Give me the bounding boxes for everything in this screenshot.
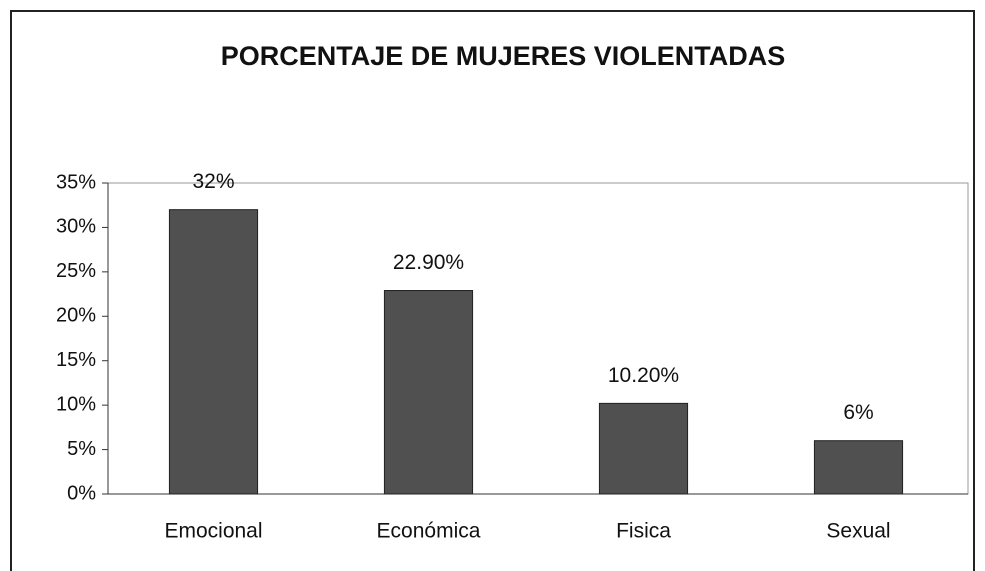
y-tick-label: 20% [56, 305, 96, 327]
x-tick-label: Fisica [616, 520, 671, 543]
value-label: 6% [843, 401, 873, 424]
y-tick-label: 15% [56, 349, 96, 371]
y-tick-label: 30% [56, 216, 96, 238]
y-tick-label: 5% [67, 438, 96, 460]
bar [383, 290, 474, 495]
value-label: 32% [192, 170, 234, 193]
bar [168, 209, 259, 495]
x-tick-label: Económica [377, 520, 481, 543]
bar [598, 402, 689, 495]
y-tick-label: 25% [56, 260, 96, 282]
chart-title: PORCENTAJE DE MUJERES VIOLENTADAS [221, 41, 786, 71]
value-label: 22.90% [393, 251, 464, 274]
y-tick-label: 10% [56, 393, 96, 415]
x-tick-label: Sexual [826, 520, 890, 543]
y-tick-label: 35% [56, 171, 96, 193]
x-tick-label: Emocional [164, 520, 262, 543]
y-tick-label: 0% [67, 482, 96, 504]
bar [813, 440, 904, 495]
value-label: 10.20% [608, 364, 679, 387]
